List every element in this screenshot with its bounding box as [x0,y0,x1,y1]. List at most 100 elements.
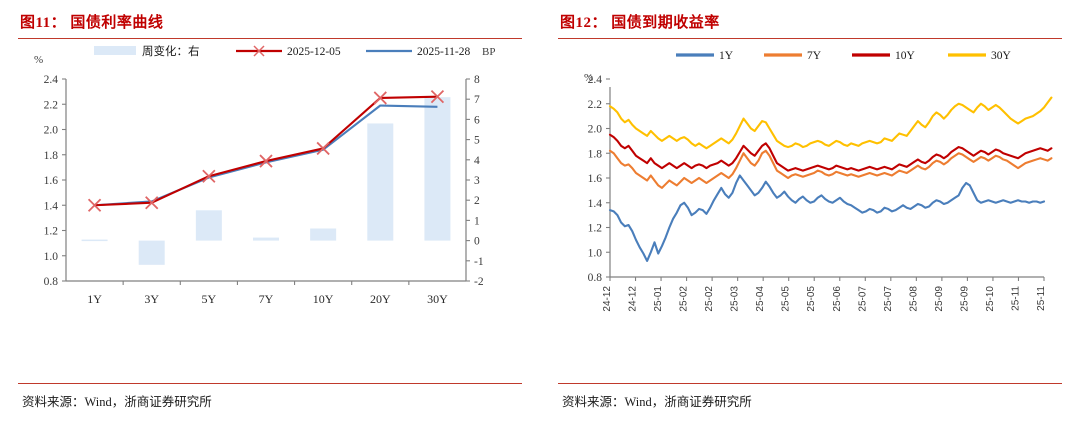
right-chart-ytick-1.8: 1.8 [588,148,603,160]
left-ytick-2.2: 2.2 [44,99,59,111]
legend-marker-x-icon [253,45,265,57]
right-title-rule [558,38,1062,39]
series-line-1Y [608,174,1046,262]
xtick-5Y: 5Y [202,292,217,306]
right-chart-xtick-13: 25-09 [934,286,945,312]
xtick-1Y: 1Y [87,292,102,306]
right-source-rule [558,383,1062,384]
marker-x-icon-30Y [430,90,445,104]
left-ytick-2.4: 2.4 [44,74,59,86]
right-chart-ytick-2.4: 2.4 [588,74,603,86]
right-chart-xtick-10: 25-07 [857,286,868,312]
right-ytick-7: 7 [474,94,480,106]
xtick-3Y: 3Y [144,292,159,306]
right-ytick-6: 6 [474,114,480,126]
right-chart-xtick-4: 25-02 [704,286,715,312]
left-ytick-2.0: 2.0 [44,125,59,137]
markers-2025-12-05 [87,90,445,212]
right-chart-xtick-14: 25-09 [959,286,970,312]
marker-x-icon-3Y [145,196,159,210]
legend-label-weekly-change: 周变化：右 [142,44,200,58]
bar-5Y [195,210,222,241]
right-ytick-neg1: -1 [474,256,484,268]
right-chart-xtick-11: 25-07 [883,286,894,312]
right-chart-area: 1Y 7Y 10Y 30Y% 0.8 1.0 1.2 1.4 1.6 1.8 2.0 2.2 2.4 24… [558,39,1062,383]
left-source-text: 资料来源：Wind，浙商证券研究所 [22,395,212,409]
xtick-20Y: 20Y [370,292,391,306]
right-chart-xtick-6: 25-04 [755,286,766,312]
right-chart-xtick-2: 25-01 [653,286,664,312]
right-ytick-2: 2 [474,195,480,207]
right-chart-ytick-1.6: 1.6 [588,173,603,185]
right-chart-x-axis: 24-12 24-12 25-01 25-02 25-02 25-03 25-04 25-05… [602,276,1047,312]
bar-7Y [253,237,279,241]
left-chart-legend: 周变化：右 2025-12-05 2025-11-28 [94,44,470,58]
right-chart-xtick-12: 25-08 [908,286,919,312]
left-ytick-0.8: 0.8 [44,276,59,288]
left-source-rule [18,383,522,384]
right-chart-xtick-1: 24-12 [628,286,639,312]
right-chart-xtick-17: 25-11 [1036,286,1047,311]
right-chart-axis-unit-percent: % [584,72,593,84]
xtick-30Y: 30Y [427,292,448,306]
right-chart-xtick-7: 25-05 [781,286,792,312]
legend-label-30Y: 30Y [991,50,1012,62]
left-primary-axis: 0.8 1.0 1.2 1.4 1.6 1.8 2.0 2.2 2.4 [44,74,67,288]
marker-x-icon-5Y [202,169,216,183]
right-chart-ytick-2.0: 2.0 [588,124,603,136]
left-figure-panel: 图11： 国债利率曲线 周变化：右 2025-12-05 2025-11-28% BP… [18,15,522,409]
right-chart-ytick-1.2: 1.2 [588,223,603,235]
right-figure-panel: 图12： 国债到期收益率 1Y 7Y 10Y 30Y% 0.8 1.0 1.2 1.4 1.6 1… [540,0,1080,423]
left-ytick-1.4: 1.4 [44,200,59,212]
right-chart-xtick-3: 25-02 [679,286,690,312]
bar-20Y [367,123,394,241]
left-secondary-axis: -2 -1 0 1 2 3 4 5 6 7 8 [465,74,484,288]
right-chart-xtick-16: 25-11 [1010,286,1021,311]
right-ytick-neg2: -2 [474,276,484,288]
right-ytick-4: 4 [474,155,480,167]
right-chart-ytick-1.0: 1.0 [588,247,603,259]
right-chart-xtick-0: 24-12 [602,286,613,312]
right-chart-xtick-5: 25-03 [730,286,741,312]
right-axis-unit-bp: BP [482,46,495,58]
right-ytick-1: 1 [474,215,480,227]
marker-x-icon-7Y [259,154,273,168]
right-ytick-0: 0 [474,236,480,248]
series-line-7Y [608,149,1053,189]
bar-10Y [310,228,337,241]
right-chart-ytick-0.8: 0.8 [588,272,603,284]
right-figure-title: 图12： 国债到期收益率 [560,15,720,31]
bar-3Y [138,240,165,265]
right-chart-y-axis: 0.8 1.0 1.2 1.4 1.6 1.8 2.0 2.2 2.4 [588,74,611,284]
right-chart-legend: 1Y 7Y 10Y 30Y [676,50,1012,62]
left-chart-area: 周变化：右 2025-12-05 2025-11-28% BP 0.8 1.0 1.2 1.4… [18,39,522,383]
left-figure-title: 图11： 国债利率曲线 [20,15,164,31]
series-line-10Y [608,133,1053,172]
legend-label-10Y: 10Y [895,50,916,62]
left-ytick-1.0: 1.0 [44,251,59,263]
right-ytick-8: 8 [474,74,480,86]
bar-30Y [424,97,451,241]
right-source-text: 资料来源：Wind，浙商证券研究所 [562,395,752,409]
legend-label-7Y: 7Y [807,50,822,62]
left-ytick-1.6: 1.6 [44,175,59,187]
right-chart-ytick-2.2: 2.2 [588,99,603,111]
marker-x-icon-20Y [373,91,387,105]
right-ytick-3: 3 [474,175,480,187]
legend-label-2025-12-05: 2025-12-05 [287,46,341,58]
right-chart-xtick-8: 25-05 [806,286,817,312]
marker-x-icon-10Y [316,141,330,156]
right-chart-ytick-1.4: 1.4 [588,198,603,210]
left-title-rule [18,38,522,39]
legend-label-1Y: 1Y [719,50,734,62]
left-axis-unit-percent: % [34,54,43,66]
right-chart-xtick-9: 25-06 [832,286,843,312]
legend-swatch-weekly-change [94,46,136,55]
xtick-10Y: 10Y [313,292,334,306]
right-chart-xtick-15: 25-10 [985,286,996,312]
bar-1Y [81,239,108,242]
series-line-30Y [608,96,1053,150]
yield-curve-chart: 周变化：右 2025-12-05 2025-11-28% BP 0.8 1.0 1.2 1.4… [34,44,495,306]
right-ytick-5: 5 [474,135,480,147]
